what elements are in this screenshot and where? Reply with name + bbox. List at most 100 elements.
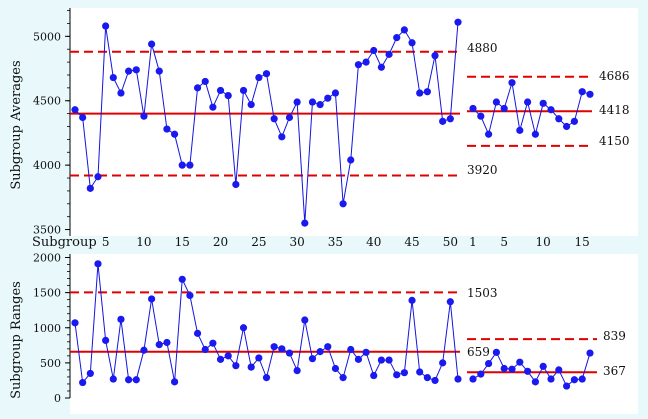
data-point — [400, 26, 408, 34]
data-point — [393, 34, 401, 42]
data-point — [339, 374, 347, 382]
x-tick-label: 10 — [536, 235, 551, 249]
rng-seg2-ucl-label: 839 — [603, 329, 626, 343]
ranges-plot-area — [70, 254, 638, 414]
data-point — [416, 89, 424, 97]
data-point — [531, 130, 540, 138]
x-tick-label: 30 — [289, 235, 304, 249]
data-point — [324, 343, 332, 351]
data-point — [278, 133, 286, 141]
y-tick-label: 3500 — [33, 224, 61, 237]
data-point — [400, 369, 408, 377]
data-point — [247, 363, 255, 371]
data-point — [270, 343, 278, 351]
data-point — [331, 364, 340, 373]
series-line — [472, 351, 591, 387]
x-tick-label: 5 — [102, 235, 110, 249]
data-point — [170, 130, 179, 138]
data-point — [132, 376, 140, 384]
data-point — [547, 375, 555, 383]
data-point — [209, 339, 217, 347]
data-point — [148, 40, 156, 48]
data-point — [285, 349, 294, 357]
data-point — [224, 352, 232, 360]
data-point — [132, 66, 140, 74]
data-point — [201, 345, 209, 354]
averages-series — [71, 18, 594, 227]
x-tick-label: 5 — [500, 235, 508, 249]
y-tick-label: 2000 — [33, 252, 61, 265]
x-tick-label: 50 — [443, 235, 458, 249]
data-point — [454, 375, 462, 383]
ranges-chart: 0 500 1000 1500 2000 Subgroup Ranges 1503 65… — [9, 252, 638, 414]
averages-y-label: Subgroup Averages — [9, 60, 24, 189]
x-tick-label: 15 — [575, 235, 590, 249]
data-point — [262, 70, 271, 78]
data-point — [193, 84, 202, 92]
y-tick-label: 5000 — [33, 30, 61, 43]
data-point — [477, 370, 485, 378]
data-point — [232, 180, 240, 189]
data-point — [148, 295, 156, 303]
data-point — [393, 371, 401, 379]
data-point — [86, 369, 94, 378]
y-tick-label: 500 — [40, 357, 61, 370]
data-point — [563, 382, 571, 390]
data-point — [193, 329, 202, 337]
data-point — [79, 113, 87, 122]
data-point — [524, 367, 532, 375]
x-tick-label: 35 — [328, 235, 343, 249]
data-point — [347, 156, 355, 164]
data-point — [186, 161, 194, 169]
data-point — [186, 291, 194, 300]
data-point — [285, 113, 294, 122]
data-point — [232, 362, 240, 370]
data-point — [492, 98, 500, 106]
data-point — [586, 349, 594, 357]
data-point — [524, 98, 532, 106]
data-point — [339, 200, 347, 208]
data-point — [570, 117, 579, 125]
data-point — [216, 86, 225, 95]
data-point — [301, 316, 309, 324]
data-point — [362, 58, 370, 66]
data-point — [439, 359, 447, 367]
data-point — [255, 73, 263, 82]
ranges-control-limits — [70, 291, 597, 374]
seg1-lcl-label: 3920 — [467, 163, 498, 177]
data-point — [155, 67, 163, 75]
data-point — [301, 219, 309, 227]
data-point — [354, 61, 363, 69]
data-point — [125, 376, 133, 384]
data-point — [555, 115, 563, 123]
data-point — [586, 90, 594, 98]
x-tick-label: 1 — [469, 235, 477, 249]
y-tick-label: 4500 — [33, 95, 61, 108]
data-point — [370, 371, 378, 380]
data-point — [293, 367, 301, 375]
data-point — [362, 348, 370, 356]
data-point — [262, 374, 271, 382]
data-point — [570, 376, 579, 384]
ranges-y-ticks: 0 500 1000 1500 2000 — [33, 252, 70, 405]
data-point — [170, 378, 179, 386]
seg2-ucl-label: 4686 — [599, 69, 630, 83]
data-point — [324, 94, 332, 102]
data-point — [308, 355, 317, 363]
data-point — [469, 104, 477, 113]
data-point — [109, 375, 117, 383]
data-point — [408, 296, 416, 304]
data-point — [71, 319, 79, 327]
data-point — [508, 365, 516, 373]
data-point — [539, 362, 547, 370]
data-point — [416, 368, 424, 376]
data-point — [247, 101, 255, 109]
data-point — [408, 39, 416, 47]
data-point — [500, 364, 508, 373]
data-point — [293, 98, 301, 106]
data-point — [201, 77, 209, 86]
y-tick-label: 4000 — [33, 159, 61, 172]
data-point — [140, 112, 148, 120]
y-tick-label: 1500 — [33, 287, 61, 300]
